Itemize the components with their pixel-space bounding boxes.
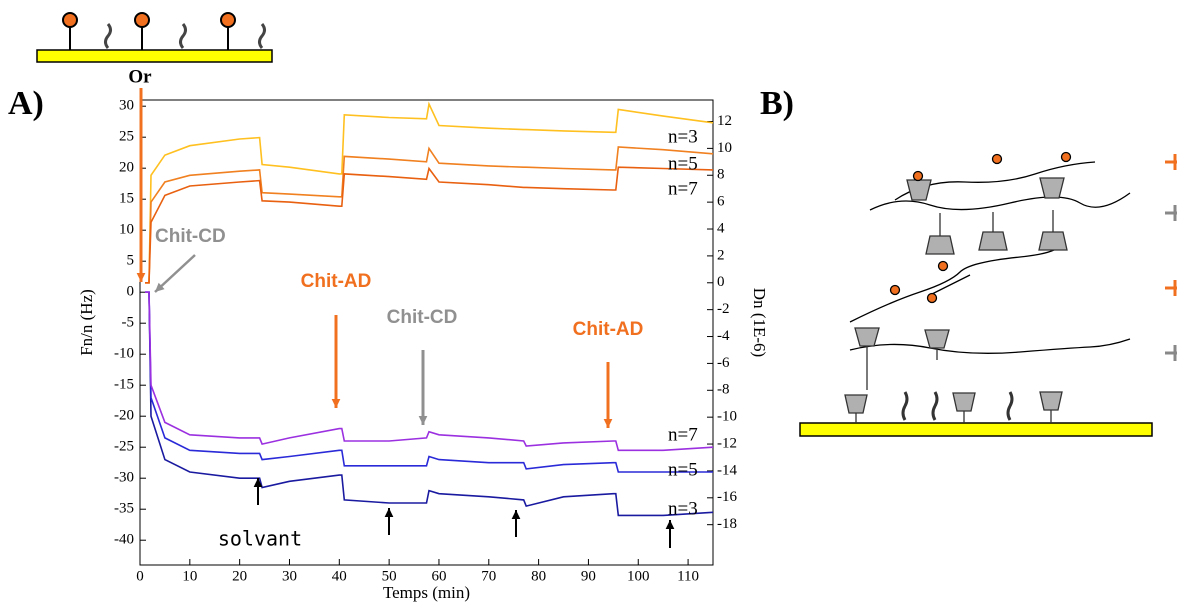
arrow-head: [136, 272, 146, 282]
y-tick-label: 20: [119, 160, 134, 176]
y-tick-label: 10: [119, 222, 134, 238]
y2-tick-label: -8: [717, 382, 730, 398]
series-line: [145, 291, 714, 452]
y-tick-label: -25: [114, 439, 134, 455]
y-tick-label: 15: [119, 191, 134, 207]
x-tick-label: 60: [431, 568, 446, 584]
annotation: Chit-CD: [155, 226, 226, 247]
arrow-head: [331, 398, 341, 408]
y-tick-label: -30: [114, 470, 134, 486]
y-tick-label: -40: [114, 532, 134, 548]
y2-tick-label: -16: [717, 489, 737, 505]
x-axis-label: Temps (min): [383, 583, 470, 602]
curve-label: n=5: [668, 459, 698, 480]
x-tick-label: 20: [232, 568, 247, 584]
annotation: solvant: [218, 527, 302, 551]
annotation: Chit-AD: [573, 319, 644, 340]
y2-tick-label: 12: [717, 113, 732, 129]
series-line: [145, 291, 713, 473]
y-tick-label: -20: [114, 408, 134, 424]
curve-label: n=3: [668, 498, 698, 519]
x-tick-label: 0: [136, 568, 144, 584]
y2-tick-label: -18: [717, 516, 737, 532]
y-axis-label: Fn/n (Hz): [77, 289, 96, 356]
y2-axis-label: Dn (1E-6): [750, 288, 769, 357]
y2-tick-label: -10: [717, 409, 737, 425]
panel-label: B): [760, 85, 794, 122]
arrow-head: [511, 510, 521, 520]
series-line: [145, 291, 714, 517]
y2-tick-label: -14: [717, 462, 737, 478]
y2-tick-label: -4: [717, 328, 730, 344]
x-tick-label: 30: [282, 568, 297, 584]
series-line: [145, 166, 714, 284]
arrow-head: [384, 508, 394, 518]
curve-label: n=5: [668, 153, 698, 174]
arrow: [154, 254, 196, 293]
x-tick-label: 100: [627, 568, 650, 584]
annotation: Chit-CD: [387, 307, 458, 328]
x-tick-label: 10: [182, 568, 197, 584]
curve-label: n=3: [668, 126, 698, 147]
y-tick-label: -5: [122, 315, 135, 331]
panel-label: A): [8, 85, 44, 122]
plot-frame: [139, 99, 714, 566]
x-tick-label: 70: [481, 568, 496, 584]
curve-label: n=7: [668, 424, 698, 445]
y2-tick-label: 6: [717, 194, 725, 210]
y-tick-label: 25: [119, 129, 134, 145]
y2-tick-label: -6: [717, 355, 730, 371]
y-tick-label: -35: [114, 501, 134, 517]
multilayer-schematic: [799, 151, 1177, 437]
y2-tick-label: -2: [717, 301, 730, 317]
y2-tick-label: -12: [717, 435, 737, 451]
arrow-head: [665, 520, 675, 530]
series-line: [145, 101, 714, 284]
y-tick-label: 5: [127, 253, 135, 269]
x-tick-label: 90: [581, 568, 596, 584]
arrow-head: [253, 478, 263, 488]
y-tick-label: -10: [114, 346, 134, 362]
arrow-head: [418, 415, 428, 425]
arrow-head: [603, 418, 613, 428]
y-tick-label: 30: [119, 98, 134, 114]
y2-tick-label: 2: [717, 247, 725, 263]
y2-tick-label: 8: [717, 167, 725, 183]
x-tick-label: 110: [677, 568, 699, 584]
arrow-head: [155, 282, 165, 292]
surface-schematic: [36, 12, 273, 63]
x-tick-label: 40: [332, 568, 347, 584]
series-line: [145, 146, 714, 284]
curve-label: n=7: [668, 178, 698, 199]
surface-label: Or: [128, 66, 152, 87]
y2-tick-label: 4: [717, 220, 725, 236]
y-tick-label: -15: [114, 377, 134, 393]
y2-tick-label: 10: [717, 140, 732, 156]
y2-tick-label: 0: [717, 274, 725, 290]
y-tick-label: 0: [127, 284, 135, 300]
x-tick-label: 50: [382, 568, 397, 584]
annotation: Chit-AD: [301, 271, 372, 292]
x-tick-label: 80: [531, 568, 546, 584]
